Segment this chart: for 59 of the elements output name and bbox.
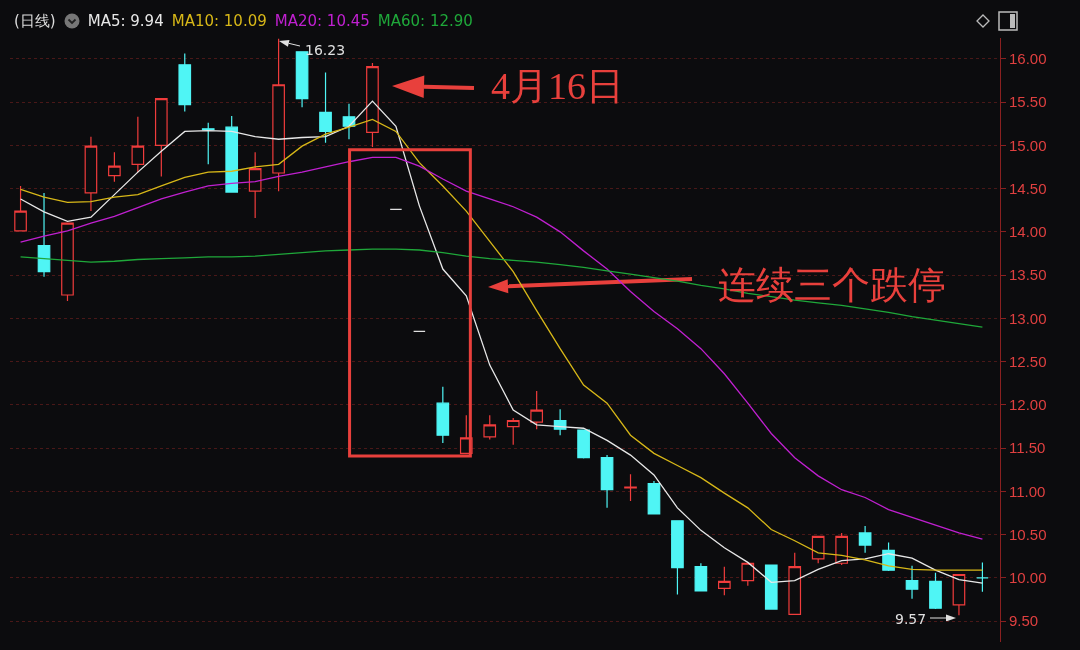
y-tick-label: 11.50 (1009, 439, 1046, 457)
candlestick (577, 429, 590, 460)
y-tick-label: 15.00 (1009, 136, 1047, 154)
annotation: 16.23 (305, 42, 346, 58)
annotation: 4月16日 (491, 65, 624, 107)
chart-title: (日线) (14, 11, 56, 31)
candlestick (436, 386, 450, 444)
candlestick (225, 115, 239, 193)
candlestick (718, 566, 731, 596)
line-series (19, 156, 984, 540)
candlestick (14, 185, 27, 232)
y-tick-label: 10.00 (1009, 569, 1047, 587)
annotation: 9.57 (895, 611, 927, 627)
candlestick (506, 417, 520, 446)
candlestick (483, 414, 497, 441)
candlestick (342, 103, 356, 140)
y-tick-label: 16.00 (1009, 50, 1047, 68)
candlestick (694, 562, 708, 592)
y-tick-label: 14.50 (1009, 179, 1047, 197)
y-tick-label: 12.00 (1009, 396, 1047, 414)
candlestick (84, 136, 98, 212)
candlestick (741, 562, 755, 587)
candlestick (929, 572, 942, 610)
candlestick (624, 473, 637, 502)
candlestick (764, 564, 778, 610)
candlestick (835, 532, 848, 566)
y-tick-label: 13.00 (1009, 309, 1047, 327)
text: MA60: 12.90 (377, 12, 473, 30)
y-tick-label: 15.50 (1009, 93, 1047, 111)
y-tick-label: 14.00 (1009, 223, 1047, 241)
candlestick (248, 151, 262, 219)
y-tick-label: 10.50 (1009, 525, 1047, 543)
candlestick (530, 390, 544, 430)
candlestick (952, 573, 966, 616)
candlestick (61, 222, 74, 302)
candlestick (976, 561, 989, 593)
candlestick (178, 52, 192, 113)
text: MA20: 10.45 (274, 12, 370, 30)
text: MA10: 10.09 (171, 12, 267, 30)
candlestick (600, 454, 614, 509)
candlestick (201, 122, 215, 165)
candlestick (647, 480, 661, 515)
candlestick (671, 520, 684, 596)
candlestick (37, 192, 51, 278)
candlestick (553, 408, 567, 436)
y-tick-label: 11.00 (1009, 482, 1046, 500)
candlestick (858, 525, 872, 554)
candlestick (154, 97, 168, 178)
candlestick (811, 535, 825, 564)
y-tick-label: 12.50 (1009, 352, 1047, 370)
y-tick-label: 9.50 (1009, 612, 1039, 630)
candlestick (131, 116, 145, 173)
candlestick (319, 72, 332, 144)
text: MA5: 9.94 (87, 12, 164, 30)
y-tick-label: 13.50 (1009, 266, 1047, 284)
candlestick (788, 552, 802, 615)
line-series (19, 248, 984, 328)
candlestick (108, 151, 121, 183)
candlestick (905, 565, 919, 600)
